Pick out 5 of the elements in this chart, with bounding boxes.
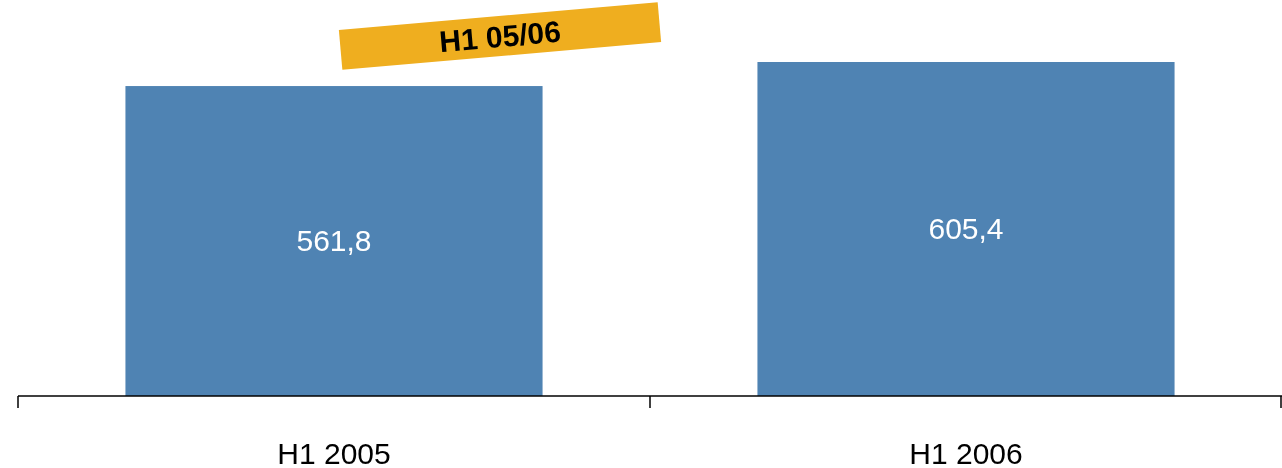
x-tick-label: H1 2005 [277, 437, 391, 468]
x-tick-label: H1 2006 [909, 437, 1023, 468]
text: H1 05/06 [437, 14, 563, 59]
data-label: 561,8 [296, 224, 372, 258]
data-label: 605,4 [928, 212, 1004, 245]
